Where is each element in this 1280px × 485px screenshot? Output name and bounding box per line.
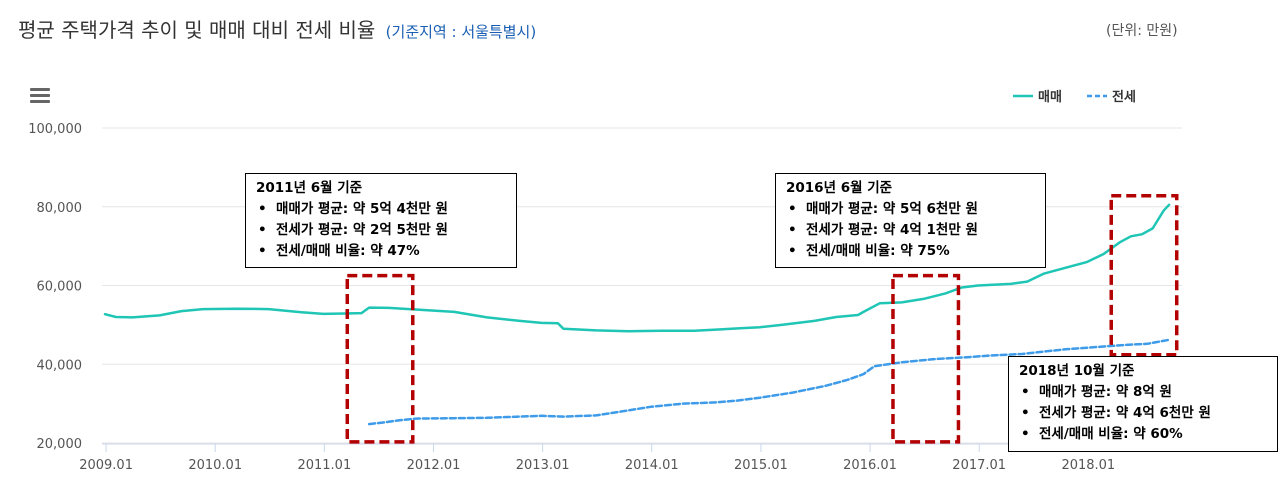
chart-title-row: 평균 주택가격 추이 및 매매 대비 전세 비율 (기준지역 : 서울특별시) xyxy=(18,14,536,43)
annotation-line: 전세/매매 비율: 약 47% xyxy=(258,241,508,262)
legend-label-jeonse: 전세 xyxy=(1112,89,1136,105)
chart-menu-icon[interactable] xyxy=(30,88,50,104)
annotation-2016: 2016년 6월 기준 매매가 평균: 약 5억 6천만 원 전세가 평균: 약… xyxy=(775,173,1046,268)
x-tick-label: 2017.01 xyxy=(952,458,1006,473)
x-tick-label: 2013.01 xyxy=(516,458,570,473)
annotation-line: 매매가 평균: 약 8억 원 xyxy=(1021,382,1269,403)
annotation-2011: 2011년 6월 기준 매매가 평균: 약 5억 4천만 원 전세가 평균: 약… xyxy=(245,173,517,268)
annotation-line: 전세/매매 비율: 약 75% xyxy=(788,241,1037,262)
legend: 매매 전세 xyxy=(1013,89,1136,105)
x-tick-label: 2015.01 xyxy=(734,458,788,473)
y-tick-label: 60,000 xyxy=(37,280,83,295)
annotation-line: 전세가 평균: 약 4억 6천만 원 xyxy=(1021,403,1269,424)
x-tick-label: 2009.01 xyxy=(79,458,133,473)
annotation-line: 매매가 평균: 약 5억 6천만 원 xyxy=(788,199,1037,220)
x-tick-label: 2016.01 xyxy=(843,458,897,473)
annotation-line: 전세가 평균: 약 4억 1천만 원 xyxy=(788,220,1037,241)
annotation-line: 매매가 평균: 약 5억 4천만 원 xyxy=(258,199,508,220)
x-tick-label: 2018.01 xyxy=(1061,458,1115,473)
x-tick-label: 2012.01 xyxy=(407,458,461,473)
y-tick-label: 80,000 xyxy=(37,201,83,216)
y-tick-label: 100,000 xyxy=(28,122,82,137)
highlight-box xyxy=(891,273,961,444)
highlight-box xyxy=(345,273,415,444)
annotation-line: 전세가 평균: 약 2억 5천만 원 xyxy=(258,220,508,241)
y-tick-label: 40,000 xyxy=(37,358,83,373)
chart-title: 평균 주택가격 추이 및 매매 대비 전세 비율 xyxy=(18,18,376,42)
annotation-heading: 2016년 6월 기준 xyxy=(786,180,893,196)
x-axis: 2009.01 2010.01 2011.01 2012.01 2013.01 2014.… xyxy=(79,443,1182,473)
chart-subtitle: (기준지역 : 서울특별시) xyxy=(385,23,537,41)
x-tick-label: 2011.01 xyxy=(297,458,351,473)
series-layer xyxy=(103,203,1171,426)
y-axis: 20,000 40,000 60,000 80,000 100,000 xyxy=(28,122,82,452)
unit-label: (단위: 만원) xyxy=(1106,23,1178,39)
annotation-line: 전세/매매 비율: 약 60% xyxy=(1021,424,1269,445)
annotation-2018: 2018년 10월 기준 매매가 평균: 약 8억 원 전세가 평균: 약 4억… xyxy=(1008,356,1278,452)
legend-item-sale[interactable]: 매매 xyxy=(1013,90,1062,105)
legend-label-sale: 매매 xyxy=(1038,90,1062,105)
annotation-heading: 2011년 6월 기준 xyxy=(256,180,363,196)
legend-item-jeonse[interactable]: 전세 xyxy=(1087,89,1136,105)
series-line-jeonse xyxy=(367,338,1171,426)
x-tick-label: 2014.01 xyxy=(625,458,679,473)
series-line-sale xyxy=(103,203,1171,333)
annotation-heading: 2018년 10월 기준 xyxy=(1019,363,1135,379)
highlight-boxes xyxy=(345,193,1179,444)
y-tick-label: 20,000 xyxy=(37,437,83,452)
x-tick-label: 2010.01 xyxy=(188,458,242,473)
highlight-box xyxy=(1109,193,1179,357)
